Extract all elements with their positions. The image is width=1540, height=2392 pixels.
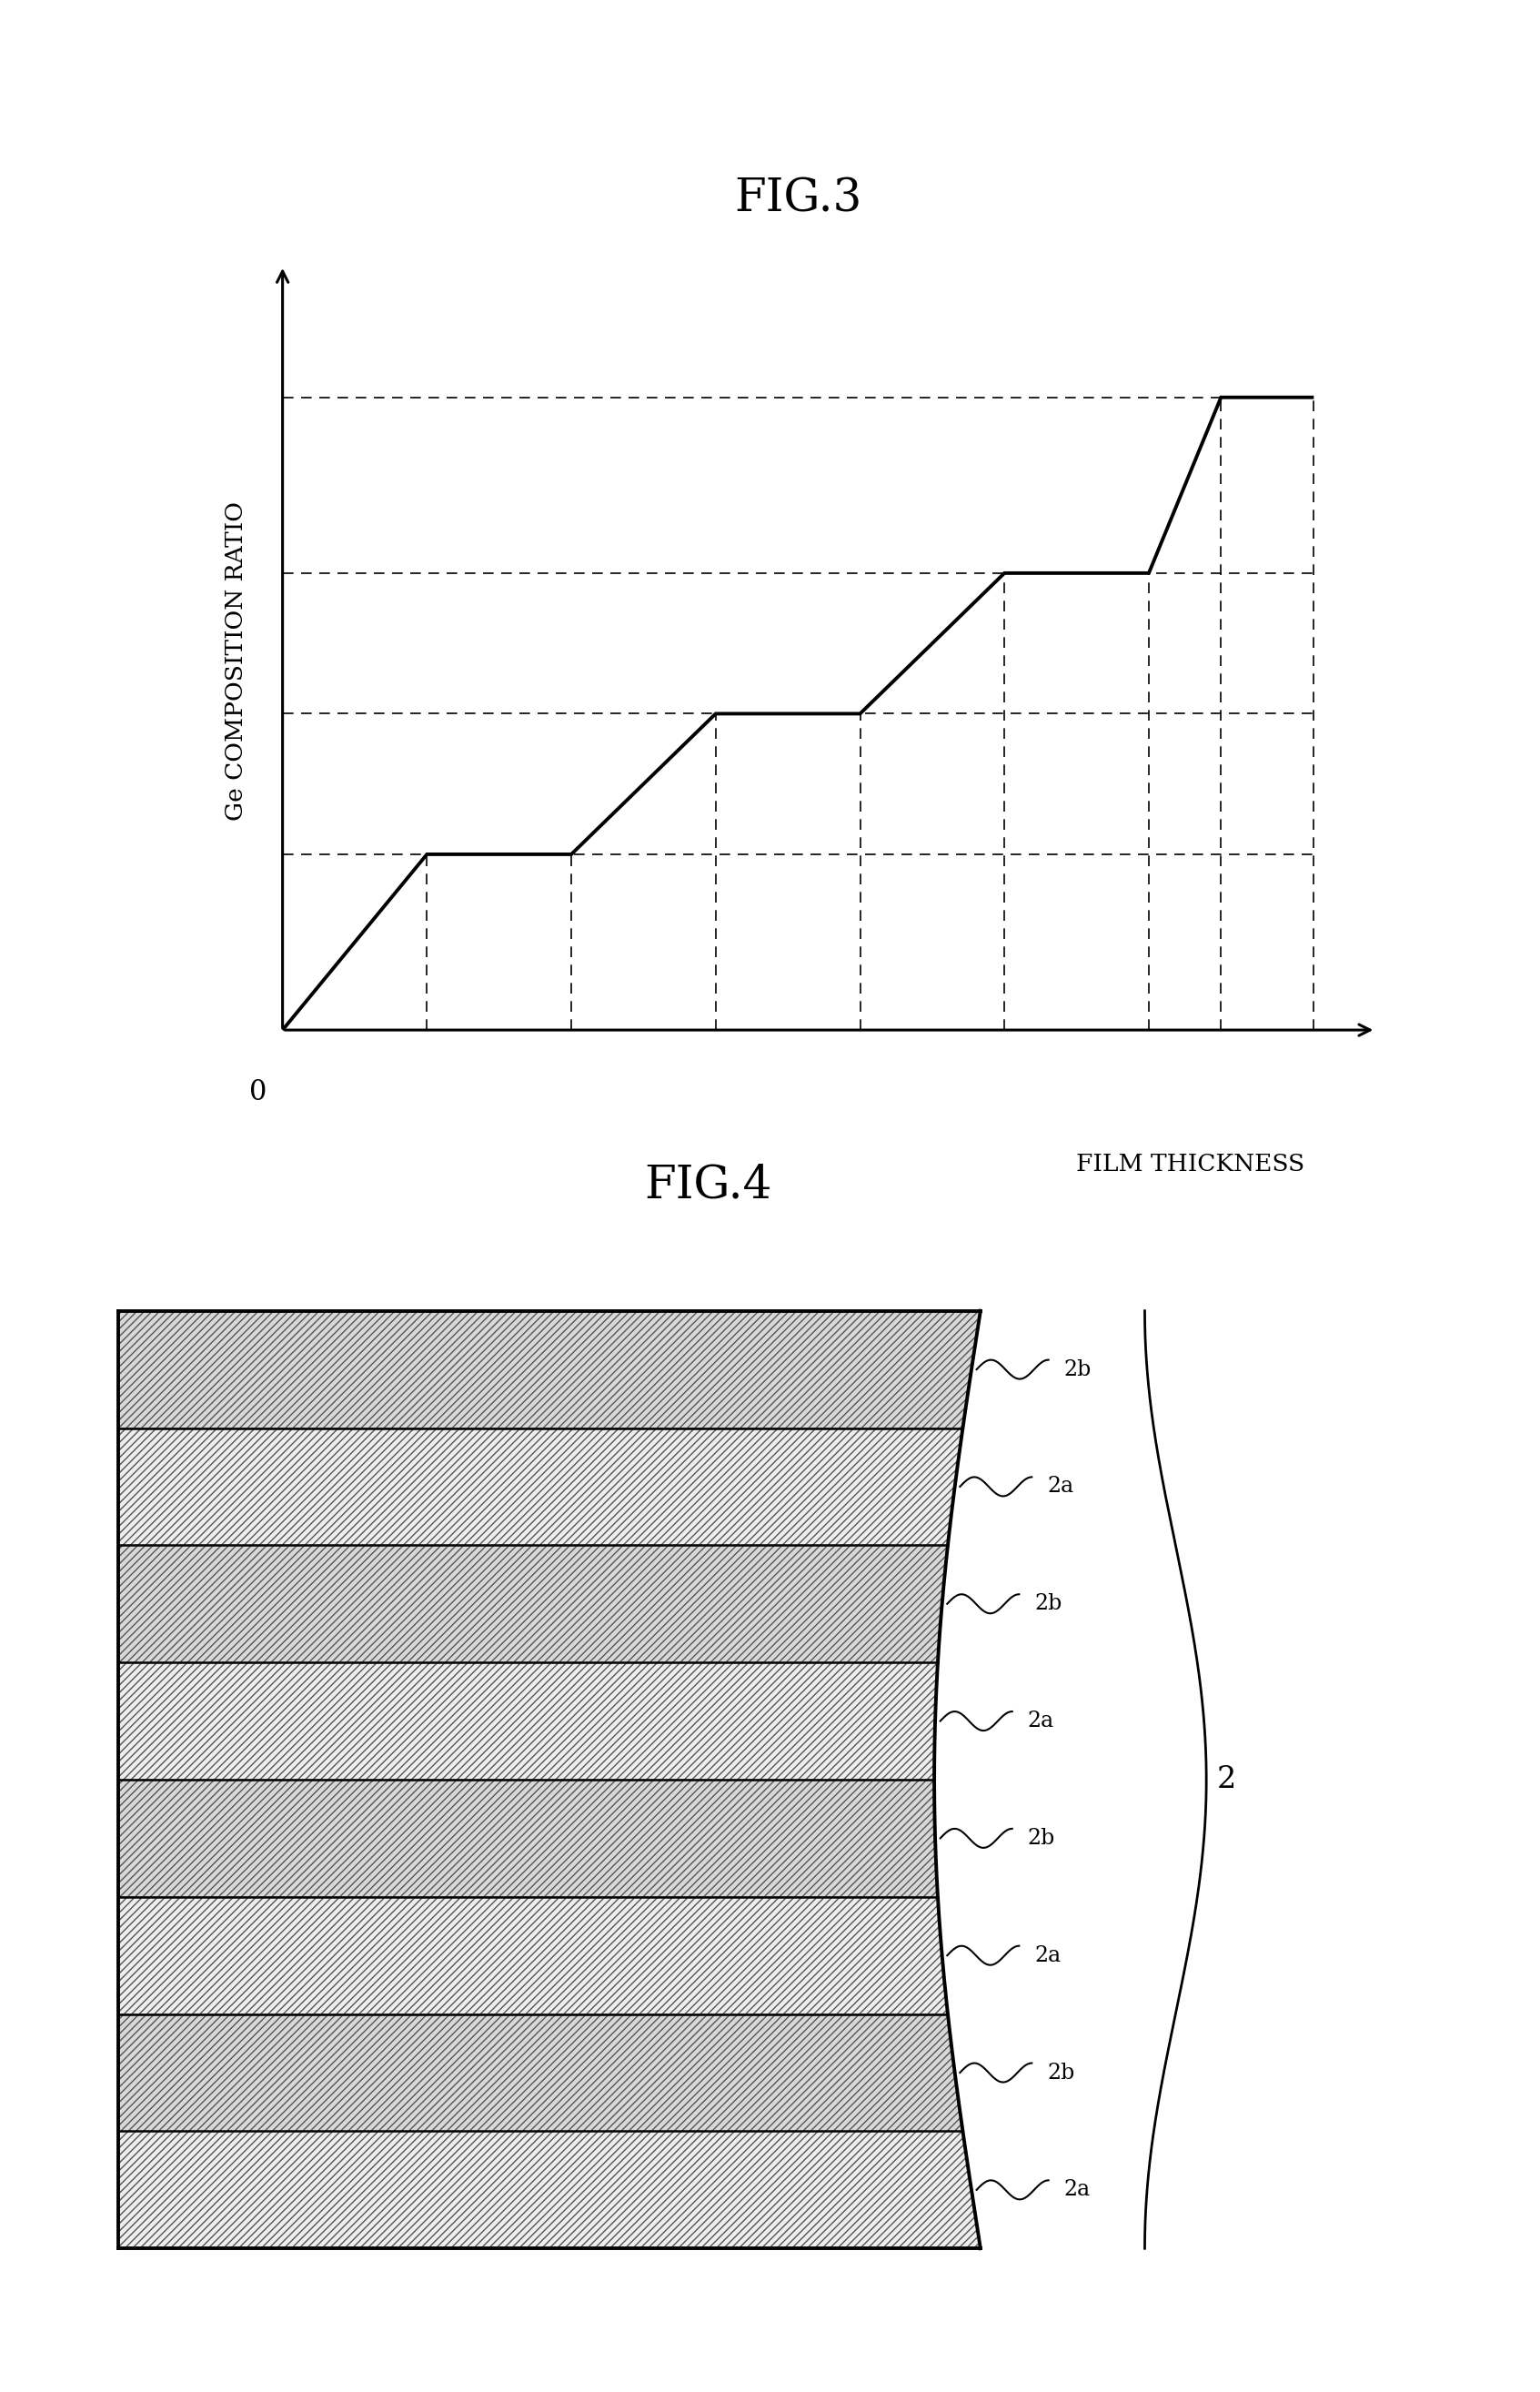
Polygon shape: [119, 2131, 981, 2248]
Text: FIG.4: FIG.4: [645, 1163, 772, 1208]
Text: FILM THICKNESS: FILM THICKNESS: [1076, 1153, 1304, 1177]
Polygon shape: [119, 1311, 981, 1428]
Text: 2b: 2b: [1047, 2062, 1075, 2083]
Text: 2a: 2a: [1027, 1710, 1053, 1732]
Text: FIG.3: FIG.3: [735, 177, 862, 222]
Text: 2b: 2b: [1035, 1593, 1063, 1615]
Text: 2: 2: [1217, 1765, 1237, 1794]
Text: 2a: 2a: [1035, 1945, 1061, 1966]
Polygon shape: [119, 2014, 962, 2131]
Polygon shape: [119, 1428, 962, 1545]
Text: 2b: 2b: [1064, 1359, 1092, 1380]
Text: 2b: 2b: [1027, 1827, 1055, 1849]
Text: 2a: 2a: [1047, 1476, 1073, 1497]
Text: 2a: 2a: [1064, 2179, 1090, 2201]
Polygon shape: [119, 1897, 947, 2014]
Polygon shape: [119, 1662, 938, 1780]
Polygon shape: [119, 1780, 938, 1897]
Text: Ge COMPOSITION RATIO: Ge COMPOSITION RATIO: [225, 502, 248, 820]
Text: 0: 0: [249, 1079, 266, 1107]
Polygon shape: [119, 1545, 947, 1662]
